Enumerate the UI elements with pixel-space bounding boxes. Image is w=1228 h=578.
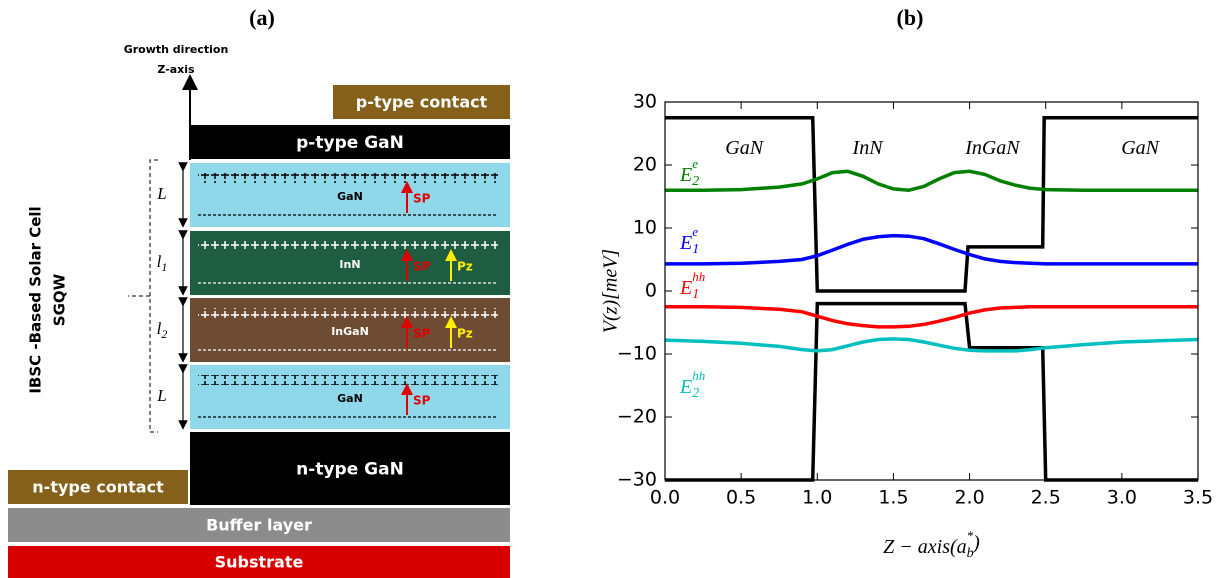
region-label: GaN <box>725 137 764 159</box>
thickness-label: L <box>156 184 166 203</box>
growth-label: Z-axis <box>157 63 195 76</box>
series-label: E2 e <box>679 156 699 189</box>
panel-label: (a) <box>249 5 275 30</box>
well-label: GaN <box>337 392 363 405</box>
growth-label: Growth direction <box>124 43 229 56</box>
series-label-base: E <box>679 277 692 299</box>
p-layer-label: p-type GaN <box>296 133 404 153</box>
region-label: GaN <box>1121 137 1160 159</box>
series-line <box>665 307 1198 327</box>
p-contact-label: p-type contact <box>356 93 488 112</box>
x-tick-label: 2.0 <box>954 487 984 509</box>
field-label: Pz <box>457 327 473 341</box>
cell-label: IBSC -Based Solar Cell <box>27 206 45 393</box>
field-label: SP <box>413 260 431 274</box>
thickness-label-base: L <box>156 184 166 203</box>
n-layer-label: n-type GaN <box>296 460 404 480</box>
well-label: InGaN <box>331 325 369 338</box>
field-label: SP <box>413 394 431 408</box>
series-label: E1 e <box>679 224 699 257</box>
series-label-sup: hh <box>692 368 705 383</box>
x-tick-label: 2.5 <box>1031 487 1061 509</box>
thickness-label: l2 <box>157 319 168 341</box>
n-contact-label: n-type contact <box>32 478 164 497</box>
series-label: E1 hh <box>679 269 705 302</box>
y-tick-label: −20 <box>617 406 657 428</box>
x-tick-label: 3.5 <box>1183 487 1213 509</box>
panel-label: (b) <box>897 5 924 30</box>
well-label: InN <box>339 258 360 271</box>
charge-row <box>198 173 498 183</box>
x-tick-label: 0.0 <box>650 487 680 509</box>
thickness-label-sub: 2 <box>161 327 167 341</box>
series-label-sup: e <box>692 224 698 239</box>
thickness-label-sub: 1 <box>161 260 167 274</box>
series-line <box>665 339 1198 351</box>
y-tick-label: −10 <box>617 343 657 365</box>
series-line <box>665 304 1198 480</box>
series-label-sub: 1 <box>692 242 699 257</box>
thickness-label: l1 <box>157 252 168 274</box>
series-label-base: E <box>679 232 692 254</box>
x-tick-label: 1.0 <box>802 487 832 509</box>
series-label-base: E <box>679 376 692 398</box>
x-axis-label: Z − axis(ab*) <box>883 528 980 561</box>
well-label: GaN <box>337 190 363 203</box>
x-axis-label-base: Z − axis(a <box>883 536 967 558</box>
charge-row <box>198 375 498 385</box>
substrate-label: Substrate <box>215 553 304 572</box>
series-label-sub: 2 <box>692 174 699 189</box>
field-label: SP <box>413 327 431 341</box>
field-label: SP <box>413 192 431 206</box>
y-tick-label: 0 <box>645 280 657 302</box>
region-label: InN <box>852 137 885 159</box>
x-tick-label: 3.0 <box>1107 487 1137 509</box>
thickness-label-base: L <box>156 386 166 405</box>
figure: (a) Growth direction Z-axis IBSC -Based Sol… <box>0 0 1228 578</box>
y-tick-label: 10 <box>633 217 657 239</box>
series-label-sub: 1 <box>692 287 699 302</box>
x-tick-label: 0.5 <box>726 487 756 509</box>
series-label-base: E <box>679 164 692 186</box>
buffer-label: Buffer layer <box>206 516 312 535</box>
y-tick-label: 30 <box>633 91 657 113</box>
series-label-sup: e <box>692 156 698 171</box>
cell-label: SGQW <box>51 273 69 326</box>
region-label: InGaN <box>964 137 1021 159</box>
charge-row <box>198 308 498 318</box>
x-tick-label: 1.5 <box>878 487 908 509</box>
series-label-sup: hh <box>692 269 705 284</box>
cell-bracket <box>128 160 158 432</box>
series-label-sub: 2 <box>692 386 699 401</box>
y-axis-label: V(z)[meV] <box>600 249 622 333</box>
series-line <box>665 236 1198 264</box>
y-tick-label: 20 <box>633 154 657 176</box>
field-label: Pz <box>457 260 473 274</box>
x-axis-label-end: ) <box>972 532 980 554</box>
series-label: E2 hh <box>679 368 705 401</box>
charge-row <box>198 241 498 251</box>
series-line <box>665 171 1198 190</box>
thickness-label: L <box>156 386 166 405</box>
